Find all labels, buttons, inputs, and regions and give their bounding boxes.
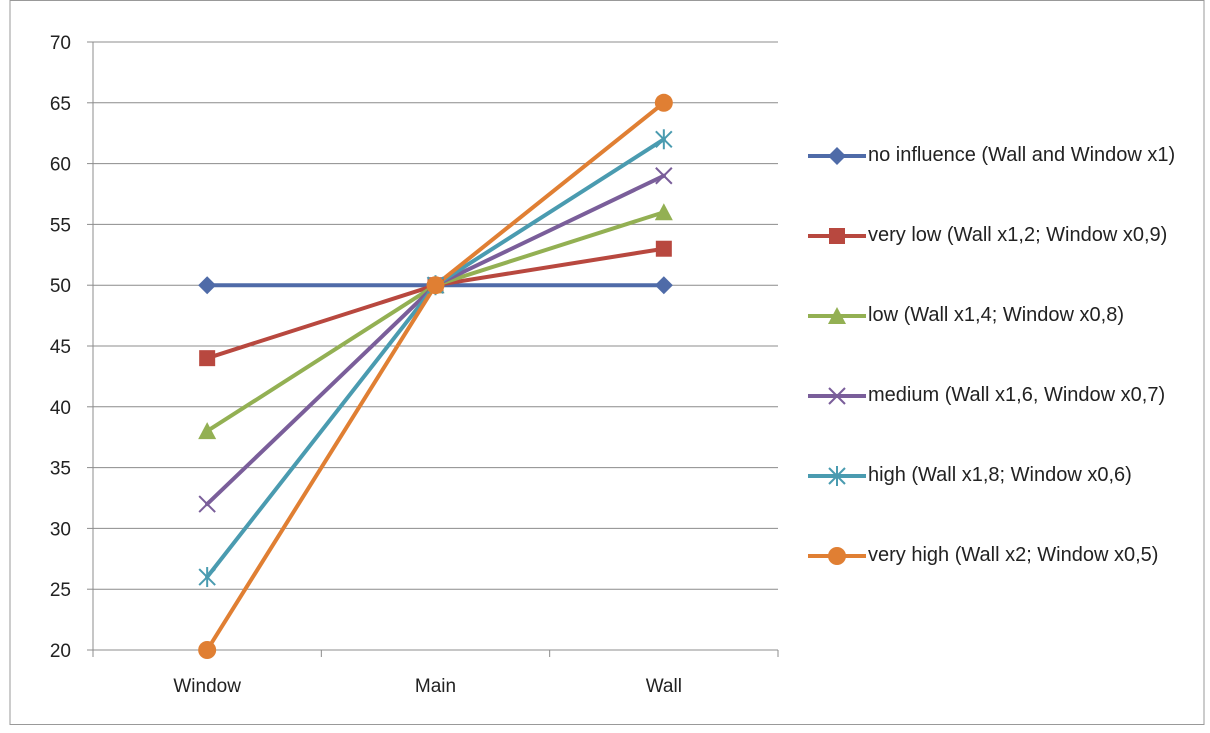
data-point-3-2 — [655, 167, 673, 185]
series-lines — [205, 100, 666, 652]
legend-swatch — [808, 547, 866, 565]
data-point-4-2 — [655, 129, 673, 150]
marker-shape — [828, 547, 846, 565]
legend-swatch — [808, 307, 866, 324]
y-tick-label: 20 — [50, 641, 71, 662]
legend-label: no influence (Wall and Window x1) — [868, 144, 1176, 166]
legend-item: very low (Wall x1,2; Window x0,9) — [806, 220, 1206, 300]
legend-label: medium (Wall x1,6, Window x0,7) — [868, 384, 1166, 406]
marker-shape — [654, 203, 673, 221]
marker-shape — [654, 276, 673, 295]
data-point-2-2 — [654, 203, 673, 221]
legend-item: very high (Wall x2; Window x0,5) — [806, 540, 1206, 620]
legend-label: very low (Wall x1,2; Window x0,9) — [868, 224, 1168, 246]
legend-item: medium (Wall x1,6, Window x0,7) — [806, 380, 1206, 460]
legend-swatch — [808, 228, 866, 244]
marker-shape — [655, 240, 672, 257]
legend: no influence (Wall and Window x1) very lo… — [806, 140, 1206, 620]
y-tick-label: 35 — [50, 459, 71, 480]
y-tick-label: 55 — [50, 215, 71, 236]
legend-item: low (Wall x1,4; Window x0,8) — [806, 300, 1206, 380]
legend-item: no influence (Wall and Window x1) — [806, 140, 1206, 220]
legend-swatch-marker — [828, 547, 846, 565]
marker-shape — [828, 307, 846, 324]
data-point-3-0 — [198, 495, 216, 513]
marker-shape — [828, 387, 846, 405]
data-point-5-1 — [426, 276, 445, 295]
legend-swatch-marker — [828, 307, 846, 324]
marker-shape — [199, 350, 216, 367]
marker-shape — [198, 641, 217, 659]
series-line-2 — [205, 210, 666, 434]
series-line-4 — [205, 137, 666, 580]
series-line-1 — [205, 246, 666, 361]
marker-shape — [828, 147, 846, 165]
y-tick-label: 30 — [50, 519, 71, 540]
y-tick-label: 60 — [50, 155, 71, 176]
legend-label: low (Wall x1,4; Window x0,8) — [868, 304, 1124, 326]
data-point-5-2 — [654, 93, 673, 112]
marker-shape — [198, 422, 217, 440]
gridlines — [93, 41, 778, 651]
legend-swatch — [808, 147, 866, 165]
legend-swatch-marker — [828, 387, 846, 405]
y-tick-label: 50 — [50, 276, 71, 297]
legend-swatch-marker — [828, 466, 846, 486]
marker-shape — [829, 228, 845, 244]
x-tick-label: Wall — [646, 676, 682, 697]
x-axis-ticks: Window Main Wall — [92, 650, 779, 697]
y-tick-label: 45 — [50, 337, 71, 358]
marker-shape — [654, 93, 673, 112]
x-tick-label: Main — [415, 676, 456, 697]
marker-shape — [655, 167, 673, 185]
legend-label: very high (Wall x2; Window x0,5) — [868, 544, 1159, 566]
data-point-0-2 — [654, 276, 673, 295]
y-tick-label: 65 — [50, 94, 71, 115]
y-tick-label: 70 — [50, 33, 71, 54]
legend-swatch-marker — [829, 228, 845, 244]
data-point-4-0 — [198, 567, 216, 588]
data-point-1-2 — [655, 240, 672, 257]
legend-swatch-marker — [828, 147, 846, 165]
data-point-2-0 — [198, 422, 217, 440]
data-point-1-0 — [199, 350, 216, 367]
data-point-5-0 — [198, 641, 217, 659]
legend-item: high (Wall x1,8; Window x0,6) — [806, 460, 1206, 540]
x-tick-label: Window — [173, 676, 241, 697]
y-axis-ticks: 20 25 30 35 40 45 50 55 60 65 70 — [50, 33, 93, 662]
marker-shape — [426, 276, 445, 295]
marker-shape — [198, 495, 216, 513]
chart-border — [9, 0, 1205, 725]
legend-swatch — [808, 387, 866, 405]
series-markers — [198, 93, 673, 659]
series-line-3 — [205, 173, 666, 507]
y-tick-label: 40 — [50, 398, 71, 419]
legend-label: high (Wall x1,8; Window x0,6) — [868, 464, 1132, 486]
data-point-0-0 — [198, 276, 217, 295]
marker-shape — [198, 276, 217, 295]
y-tick-label: 25 — [50, 580, 71, 601]
legend-swatch — [808, 466, 866, 486]
